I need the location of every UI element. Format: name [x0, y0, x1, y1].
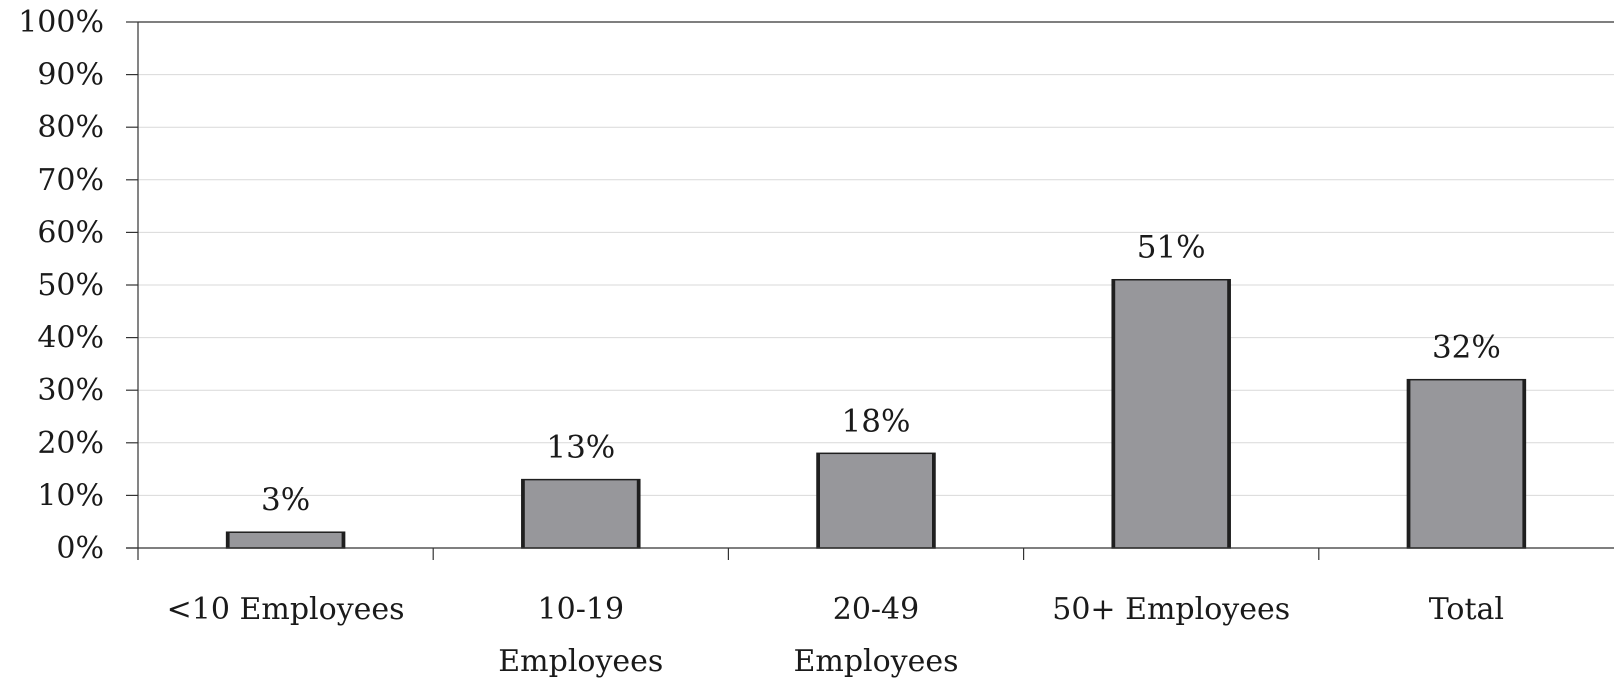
bar-edge-left — [226, 532, 230, 548]
bar-edge-right — [932, 453, 935, 548]
bar — [225, 531, 346, 549]
y-tick-label: 70% — [37, 163, 104, 198]
bar — [816, 452, 936, 549]
bar-group: 32% — [1406, 330, 1527, 549]
bar-edge-right — [1227, 279, 1231, 548]
bar-edge-left — [1407, 379, 1411, 548]
bar-group: 51% — [1111, 230, 1231, 549]
bar-edge-right — [1522, 379, 1526, 548]
data-label: 51% — [1137, 230, 1206, 266]
data-label: 3% — [261, 482, 310, 518]
bar-edge-left — [1112, 279, 1116, 548]
bar — [521, 478, 641, 549]
bar-edge-right — [341, 532, 345, 548]
x-axis: <10 Employees 10-19 Employees 20-49 Employee… — [126, 547, 1614, 679]
category-label: Employees — [793, 644, 958, 679]
data-label: 32% — [1432, 330, 1501, 366]
category-label: 20-49 — [833, 592, 919, 627]
bar-group: 13% — [521, 430, 641, 549]
gridlines — [138, 21, 1614, 496]
bar-group: 3% — [225, 482, 346, 549]
bars: 3% 13% 18% 51% 32% — [225, 230, 1527, 549]
y-tick-label: 0% — [56, 531, 104, 566]
category-label: <10 Employees — [167, 592, 405, 627]
category-label: Employees — [498, 644, 663, 679]
y-tick-label: 80% — [37, 110, 104, 145]
data-label: 18% — [842, 403, 911, 439]
category-label: 50+ Employees — [1052, 592, 1290, 627]
y-tick-label: 60% — [37, 215, 104, 250]
y-tick-label: 100% — [18, 5, 104, 40]
bar-group: 18% — [816, 403, 936, 549]
data-label: 13% — [546, 430, 615, 466]
category-label: 10-19 — [538, 592, 624, 627]
bar-edge-left — [817, 453, 820, 548]
bar-edge-left — [521, 479, 525, 548]
y-tick-label: 40% — [37, 321, 104, 356]
category-label: Total — [1429, 592, 1504, 627]
y-tick-label: 50% — [37, 268, 104, 303]
y-axis: 0% 10% 20% 30% 40% 50% 60% 70% 80% 90% 100% — [18, 5, 139, 566]
y-tick-label: 30% — [37, 373, 104, 408]
y-tick-label: 20% — [37, 426, 104, 461]
bar — [1111, 278, 1231, 549]
bar-edge-right — [636, 479, 640, 548]
y-tick-label: 90% — [37, 58, 104, 93]
bar — [1406, 378, 1527, 549]
y-tick-label: 10% — [37, 478, 104, 513]
